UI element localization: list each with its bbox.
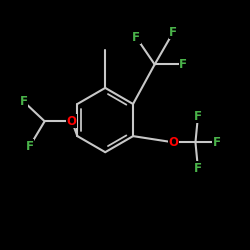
- Text: O: O: [168, 136, 178, 149]
- Text: F: F: [194, 162, 202, 175]
- Text: F: F: [212, 136, 220, 149]
- Text: F: F: [169, 26, 177, 39]
- Text: F: F: [194, 110, 202, 123]
- Text: F: F: [20, 95, 28, 108]
- Text: F: F: [179, 58, 187, 71]
- Text: F: F: [132, 31, 140, 44]
- Text: F: F: [26, 140, 34, 152]
- Text: O: O: [67, 115, 77, 128]
